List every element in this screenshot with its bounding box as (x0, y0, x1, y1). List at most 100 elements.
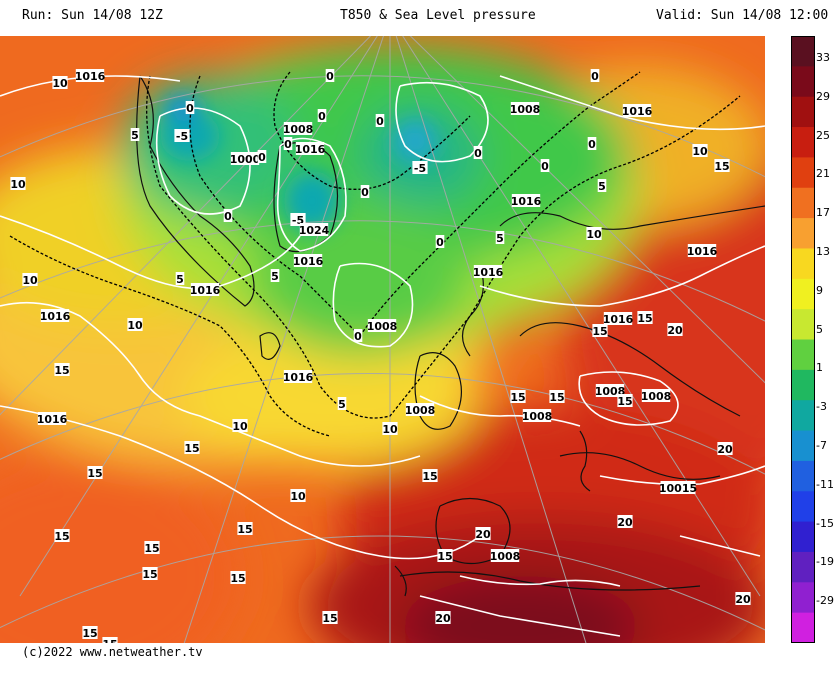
contour-label-text: 1008 (490, 550, 521, 563)
contour-label: 5 (337, 397, 347, 411)
contour-label-text: 1000 (230, 153, 261, 166)
contour-label-text: 15 (144, 542, 159, 555)
contour-label: 15 (54, 529, 70, 543)
contour-label-text: 10 (586, 228, 602, 241)
legend-tick: 1 (816, 361, 823, 375)
contour-label-text: 15 (230, 572, 245, 585)
contour-label: 10 (290, 489, 306, 503)
legend-color-block (791, 187, 815, 219)
contour-label-text: 0 (541, 160, 549, 173)
legend-color-block (791, 491, 815, 523)
contour-label-text: 1016 (75, 70, 106, 83)
contour-label: 10 (586, 227, 602, 241)
legend-color-block (791, 612, 815, 643)
contour-label: 1008 (510, 102, 541, 116)
contour-label-text: 1016 (37, 413, 68, 426)
contour-label: 20 (667, 323, 683, 337)
contour-label-text: 1008 (283, 123, 314, 136)
contour-label: 0 (223, 209, 233, 223)
contour-label: 20 (735, 592, 751, 606)
contour-label: 20 (717, 442, 733, 456)
contour-label-text: 1016 (283, 371, 314, 384)
contour-label-text: 5 (598, 180, 606, 193)
contour-label: 1016 (40, 309, 71, 323)
contour-label-text: 20 (475, 528, 491, 541)
legend-color-block (791, 460, 815, 492)
contour-label-text: 10 (22, 274, 38, 287)
contour-label-text: 10 (382, 423, 398, 436)
contour-label-text: 10 (232, 420, 248, 433)
legend-tick: -7 (816, 439, 827, 452)
contour-label: 15 (592, 324, 608, 338)
contour-label: 0 (587, 137, 597, 151)
legend-color-block (791, 278, 815, 310)
contour-label: 15 (82, 626, 98, 640)
copyright-footer: (c)2022 www.netweather.tv (22, 645, 203, 659)
contour-label: 10 (10, 177, 26, 191)
contour-label: 15 (184, 441, 200, 455)
legend-tick: 21 (816, 167, 830, 181)
contour-label-text: 1016 (622, 105, 653, 118)
contour-label-text: 1016 (293, 255, 324, 268)
contour-label-text: 20 (735, 593, 751, 606)
contour-label-text: 1008 (510, 103, 541, 116)
contour-label: 1008 (522, 409, 553, 423)
contour-label: 1008 (283, 122, 314, 136)
contour-label: -5 (412, 161, 428, 175)
legend-tick: 33 (816, 51, 830, 64)
legend-tick: 25 (816, 128, 830, 142)
contour-label-text: 10 (52, 77, 68, 90)
contour-label-text: 15 (549, 391, 564, 404)
contour-label: 0 (353, 329, 363, 343)
contour-label: 15 (237, 522, 253, 536)
contour-label-text: 15 (637, 312, 652, 325)
legend-tick: -29 (816, 594, 834, 608)
contour-label-text: -5 (414, 162, 426, 175)
contour-label: 0 (185, 101, 195, 115)
contour-label: 10 (232, 419, 248, 433)
legend-color-block (791, 582, 815, 614)
contour-label: 0 (375, 114, 385, 128)
contour-label-text: 1016 (603, 313, 634, 326)
legend-tick: 13 (816, 245, 830, 258)
contour-label-text: 10 (10, 178, 26, 191)
chart-title: T850 & Sea Level pressure (340, 8, 536, 23)
lat-lon-grid (0, 36, 765, 643)
contour-label-text: 20 (717, 443, 733, 456)
contour-label: 1008 (405, 403, 435, 417)
contour-label: 1016 (283, 370, 314, 384)
contour-label: 1016 (37, 412, 68, 426)
legend-color-block (791, 369, 815, 401)
contour-label: 15 (54, 363, 70, 377)
contour-label-text: 0 (318, 110, 326, 123)
contour-label: 5 (270, 269, 280, 283)
contour-label: 20 (475, 527, 491, 541)
contour-label: 1016 (473, 265, 504, 279)
legend-color-block (791, 66, 815, 98)
contour-label-text: 15 (592, 325, 607, 338)
contour-label-text: 1008 (522, 410, 553, 423)
contour-label: 1016 (511, 194, 542, 208)
contour-label-text: 15 (102, 638, 117, 643)
contour-label-text: 10 (692, 145, 708, 158)
contour-label: 10 (127, 318, 143, 332)
contour-label: 1024 (299, 223, 330, 237)
contour-label: 15 (87, 466, 103, 480)
contour-label-text: 1016 (473, 266, 504, 279)
contour-label: 0 (317, 109, 327, 123)
contour-label: 10 (22, 273, 38, 287)
contour-label-text: 15 (437, 550, 452, 563)
contour-label-text: 10 (127, 319, 143, 332)
legend-tick: 5 (816, 322, 823, 336)
contour-label: 0 (590, 69, 600, 83)
legend-tick: 29 (816, 89, 830, 103)
contour-label-text: 1016 (295, 143, 326, 156)
contour-label-text: 5 (271, 270, 279, 283)
legend-tick: -11 (816, 477, 834, 491)
legend-color-block (791, 430, 815, 462)
contour-label-text: 15 (237, 523, 252, 536)
contour-label-text: 15 (510, 391, 525, 404)
contour-label: 15 (714, 159, 730, 173)
